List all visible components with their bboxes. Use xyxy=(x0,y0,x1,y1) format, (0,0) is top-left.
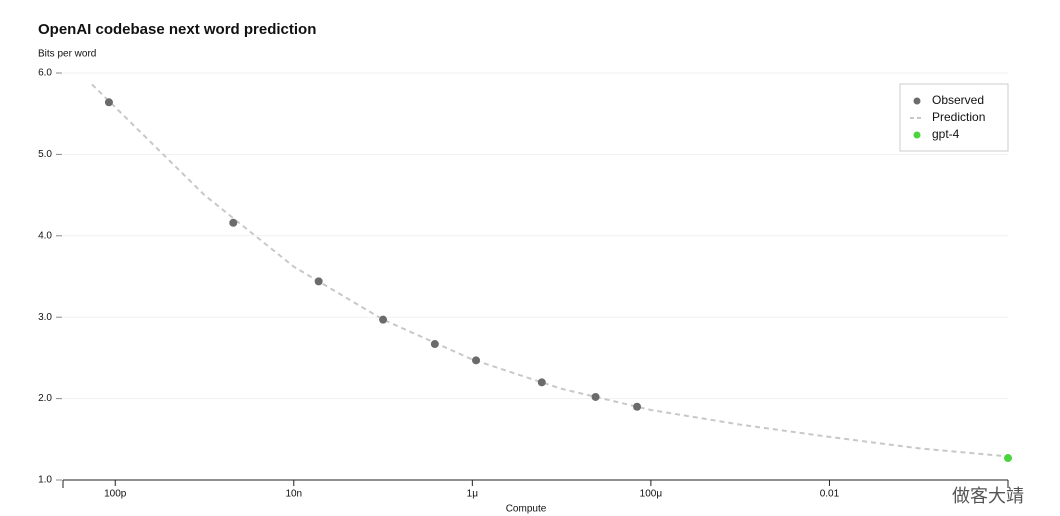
legend-label: gpt-4 xyxy=(932,127,960,141)
point xyxy=(314,277,323,286)
point xyxy=(229,218,238,227)
point xyxy=(430,340,439,349)
y-tick-label: 3.0 xyxy=(38,312,52,323)
x-tick-label: 100p xyxy=(104,489,127,500)
point xyxy=(633,402,642,411)
watermark: 做客大靖 xyxy=(952,486,1024,506)
point xyxy=(472,356,481,365)
x-tick-label: 10n xyxy=(285,489,302,500)
point xyxy=(591,392,600,401)
point xyxy=(1004,454,1012,463)
legend-label: Observed xyxy=(932,93,984,107)
y-tick-label: 1.0 xyxy=(38,475,52,486)
chart-title: OpenAI codebase next word prediction xyxy=(38,21,316,38)
x-tick-label: 100μ xyxy=(640,489,663,500)
x-tick-label: 1μ xyxy=(467,489,479,500)
y-axis-label: Bits per word xyxy=(38,49,96,60)
y-tick-label: 4.0 xyxy=(38,230,52,241)
point xyxy=(104,98,113,107)
legend-label: Prediction xyxy=(932,110,985,124)
point xyxy=(537,378,546,387)
legend-marker xyxy=(913,131,921,139)
y-tick-label: 5.0 xyxy=(38,149,52,160)
y-tick-label: 2.0 xyxy=(38,393,52,404)
prediction-line xyxy=(91,83,1009,458)
legend-marker xyxy=(913,97,921,105)
x-tick-label: 0.01 xyxy=(820,489,840,500)
x-axis-label: Compute xyxy=(506,504,547,515)
y-tick-label: 6.0 xyxy=(38,68,52,79)
point xyxy=(379,315,388,324)
